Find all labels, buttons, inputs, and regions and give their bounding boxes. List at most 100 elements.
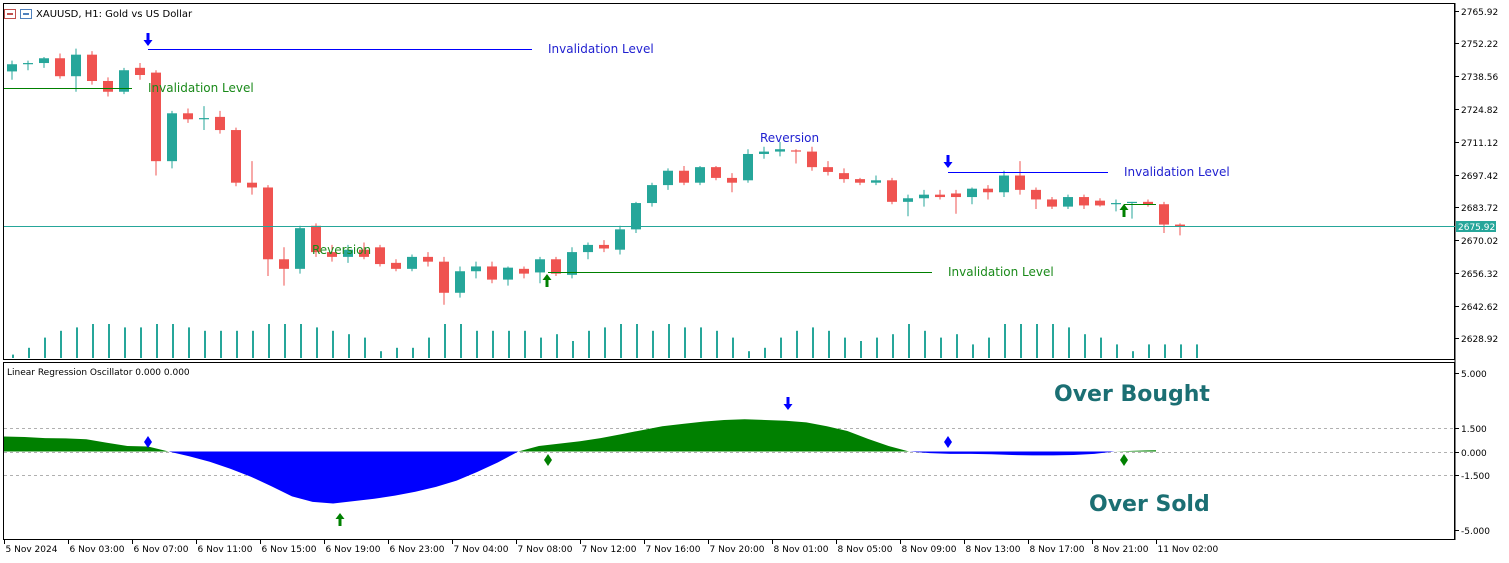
volume-bar [476,330,478,358]
candle [951,189,961,214]
oscillator-tick-label: -1.500 [1461,472,1490,482]
price-tick-label: 2697.42 [1461,172,1498,182]
time-tick-label: 7 Nov 04:00 [454,545,509,555]
volume-bar [252,330,254,358]
oscillator-tick-label: 1.500 [1461,425,1487,435]
candle [551,256,561,277]
volume-bar [1084,334,1086,358]
time-tick-label: 8 Nov 01:00 [774,545,829,555]
volume-bar [1148,344,1150,358]
candle [519,266,529,279]
volume-bar [508,330,510,358]
volume-bar [972,344,974,358]
candle [7,60,17,80]
candle [1015,161,1025,195]
symbol-list-icon[interactable] [4,9,16,19]
current-price-line: 2675.92 [4,221,1496,233]
arrow-up-icon [335,513,345,526]
volume-bar [60,330,62,358]
oscillator-negative-area [4,451,1156,504]
candle [615,225,625,255]
candle [343,244,353,263]
price-tick-label: 2711.12 [1461,139,1498,149]
candle [871,175,881,186]
time-tick-label: 8 Nov 09:00 [902,545,957,555]
price-tick-label: 2683.72 [1461,204,1498,214]
price-tick-label: 2738.56 [1461,73,1498,83]
candle [55,53,65,79]
candle [359,242,369,260]
candle [487,261,497,284]
time-tick-label: 8 Nov 13:00 [966,545,1021,555]
invalidation-label-green-2: Invalidation Level [948,265,1054,279]
volume-bar [108,324,110,358]
volume-bar [796,330,798,358]
candle [919,189,929,207]
candle [1159,201,1169,233]
candle [903,194,913,217]
candle [199,106,209,131]
candle [391,259,401,272]
volume-bar [956,334,958,358]
price-tick-label: 2724.82 [1461,106,1498,116]
candle [71,48,81,92]
volume-bar [1116,344,1118,358]
arrow-down-icon [143,33,153,46]
volume-bar [572,341,574,358]
volume-bar [316,327,318,358]
candle [471,261,481,279]
candle [679,165,689,186]
candle [999,170,1009,198]
candle [1079,194,1089,210]
time-tick-label: 6 Nov 07:00 [134,545,189,555]
candle [423,252,433,267]
volume-bar [540,337,542,358]
volume-bar [1052,324,1054,358]
candle [1111,199,1121,212]
time-tick-label: 6 Nov 03:00 [70,545,125,555]
volume-bars [12,324,1198,358]
candle [231,127,241,187]
candle [663,168,673,190]
volume-bar [556,334,558,358]
candle [727,173,737,193]
volume-bar [268,324,270,358]
candle [631,201,641,233]
candle [375,244,385,267]
volume-bar [172,324,174,358]
volume-bar [588,330,590,358]
volume-bar [492,330,494,358]
price-tick-label: 2628.92 [1461,335,1498,345]
candle [695,165,705,186]
volume-bar [396,347,398,358]
candles [7,48,1185,305]
volume-bar [1180,344,1182,358]
volume-bar [364,337,366,358]
diamond-icon [1120,454,1128,466]
volume-bar [300,324,302,358]
candle [599,240,609,253]
volume-bar [988,337,990,358]
candle [711,165,721,181]
chart-settings-icon[interactable] [20,9,32,19]
candle [807,146,817,171]
time-tick-label: 7 Nov 08:00 [518,545,573,555]
candle [935,189,945,200]
candle [135,63,145,80]
volume-bar [876,337,878,358]
candle [39,57,49,68]
candle [263,185,273,277]
volume-bar [444,324,446,358]
volume-bar [940,337,942,358]
volume-bar [348,334,350,358]
volume-bar [860,341,862,358]
volume-bar [1036,324,1038,358]
candle [311,223,321,257]
volume-bar [668,324,670,358]
time-tick-label: 6 Nov 19:00 [326,545,381,555]
candle [503,266,513,286]
candle [567,247,577,279]
volume-bar [700,327,702,358]
candle [103,77,113,97]
candle [791,149,801,164]
